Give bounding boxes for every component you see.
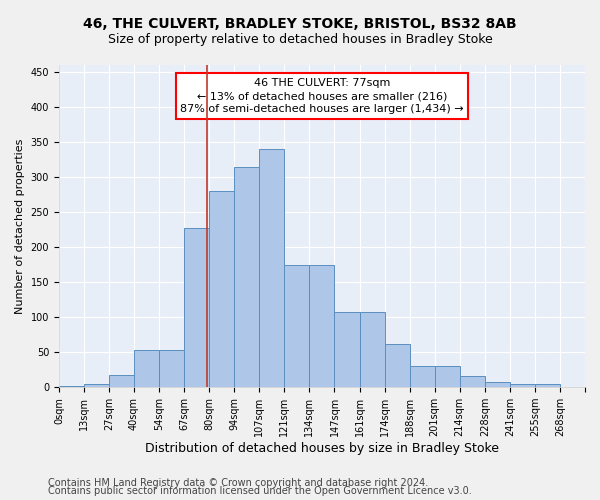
Bar: [385, 344, 410, 387]
Text: Size of property relative to detached houses in Bradley Stoke: Size of property relative to detached ho…: [107, 32, 493, 46]
Bar: [59, 386, 84, 387]
Bar: [234, 166, 259, 387]
Bar: [134, 350, 159, 387]
Bar: [535, 384, 560, 387]
Bar: [359, 312, 385, 387]
Bar: [510, 384, 535, 387]
Bar: [334, 312, 359, 387]
Y-axis label: Number of detached properties: Number of detached properties: [15, 138, 25, 314]
Bar: [410, 366, 434, 387]
Bar: [109, 374, 134, 387]
Bar: [259, 149, 284, 387]
Bar: [184, 228, 209, 387]
Bar: [485, 382, 510, 387]
Bar: [84, 384, 109, 387]
Bar: [310, 264, 334, 387]
Text: 46 THE CULVERT: 77sqm
← 13% of detached houses are smaller (216)
87% of semi-det: 46 THE CULVERT: 77sqm ← 13% of detached …: [180, 78, 464, 114]
Bar: [560, 386, 585, 387]
Text: 46, THE CULVERT, BRADLEY STOKE, BRISTOL, BS32 8AB: 46, THE CULVERT, BRADLEY STOKE, BRISTOL,…: [83, 18, 517, 32]
Bar: [434, 366, 460, 387]
Bar: [284, 264, 310, 387]
X-axis label: Distribution of detached houses by size in Bradley Stoke: Distribution of detached houses by size …: [145, 442, 499, 455]
Text: Contains HM Land Registry data © Crown copyright and database right 2024.: Contains HM Land Registry data © Crown c…: [48, 478, 428, 488]
Bar: [209, 191, 234, 387]
Text: Contains public sector information licensed under the Open Government Licence v3: Contains public sector information licen…: [48, 486, 472, 496]
Bar: [460, 376, 485, 387]
Bar: [159, 350, 184, 387]
